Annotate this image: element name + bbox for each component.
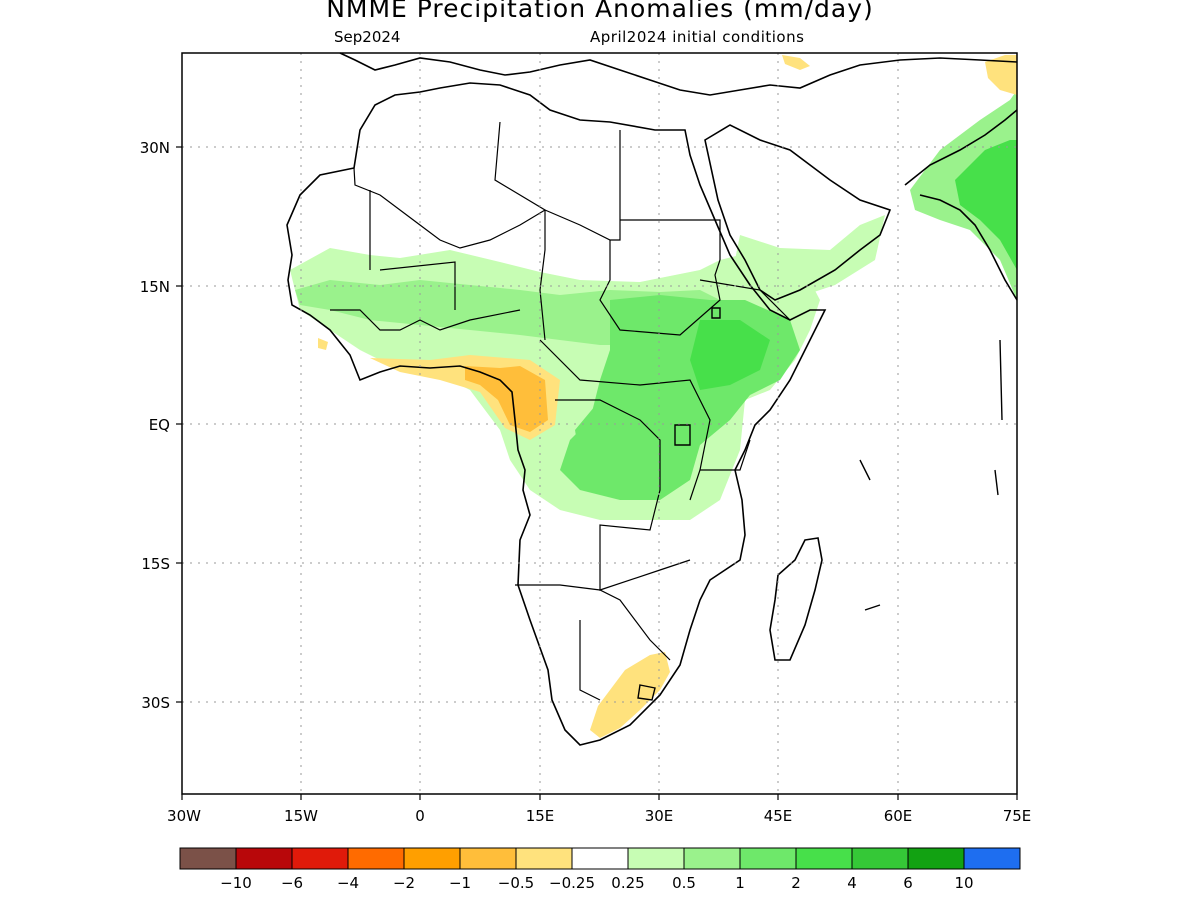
europe-coastline [339,52,1018,96]
lon-tick-label: 30W [167,807,201,825]
colorbar [179,847,1021,870]
country-borders [330,121,791,701]
lat-labels: 30N 15N EQ 15S 30S [140,139,170,712]
colorbar-labels: −10 −6 −4 −2 −1 −0.5 −0.25 0.25 0.5 1 2 4 6 10 [220,874,973,892]
colorbar-label: −2 [393,874,415,892]
madagascar-coastline [769,537,823,661]
africa-coastline [286,82,827,746]
graticule [182,53,1017,794]
lon-labels: 30W 15W 0 15E 30E 45E 60E 75E [167,807,1031,825]
colorbar-swatch [571,847,629,870]
lat-tick-label: 15N [140,278,170,296]
colorbar-label: −1 [449,874,471,892]
colorbar-swatch [963,847,1021,870]
cameroon-dry-anomaly [465,366,548,432]
colorbar-label: 6 [903,874,913,892]
colorbar-label: −0.25 [549,874,595,892]
south-africa-dry-anomaly [590,652,670,738]
lon-tick-label: 60E [884,807,913,825]
islands [637,307,1003,701]
colorbar-label: 2 [791,874,801,892]
pakistan-dry-anomaly [985,55,1017,95]
colorbar-label: 10 [954,874,973,892]
colorbar-swatch [627,847,685,870]
colorbar-label: 0.5 [672,874,696,892]
ethiopia-core-anomaly [690,320,770,390]
colorbar-label: −4 [337,874,359,892]
map-title: NMME Precipitation Anomalies (mm/day) [326,0,874,23]
colorbar-swatch [235,847,293,870]
colorbar-swatch [291,847,349,870]
lon-tick-label: 30E [645,807,674,825]
anomaly-fills [290,55,1017,738]
colorbar-swatch [851,847,909,870]
congo-anomaly [575,395,680,475]
lon-tick-label: 75E [1003,807,1032,825]
colorbar-label: −6 [281,874,303,892]
colorbar-swatch [907,847,965,870]
lon-tick-label: 15W [284,807,318,825]
colorbar-label: −0.5 [498,874,534,892]
lon-tick-label: 0 [415,807,425,825]
colorbar-swatch [515,847,573,870]
lat-tick-label: 15S [141,555,170,573]
lat-ticks [176,146,182,703]
lon-tick-label: 15E [526,807,555,825]
colorbar-swatch [179,847,237,870]
colorbar-swatch [403,847,461,870]
arabia-anomaly [735,215,885,300]
india-coastline [904,109,1018,301]
lat-tick-label: 30S [141,694,170,712]
colorbar-swatch [459,847,517,870]
arabia-coastline [704,124,892,301]
india-core-anomaly [955,140,1017,270]
colorbar-swatch [739,847,797,870]
colorbar-swatch [795,847,853,870]
colorbar-swatch [683,847,741,870]
colorbar-label: 0.25 [611,874,644,892]
lon-ticks [181,794,1018,800]
colorbar-swatch [347,847,405,870]
coastlines [286,52,1018,746]
senegal-dry-anomaly [318,338,328,350]
lon-tick-label: 45E [764,807,793,825]
lat-tick-label: EQ [149,416,170,434]
forecast-month: Sep2024 [334,28,401,46]
colorbar-label: 1 [735,874,745,892]
lat-tick-label: 30N [140,139,170,157]
initial-conditions: April2024 initial conditions [590,28,805,46]
kazakh-dry-anomaly [782,55,810,70]
colorbar-label: 4 [847,874,857,892]
colorbar-label: −10 [220,874,252,892]
